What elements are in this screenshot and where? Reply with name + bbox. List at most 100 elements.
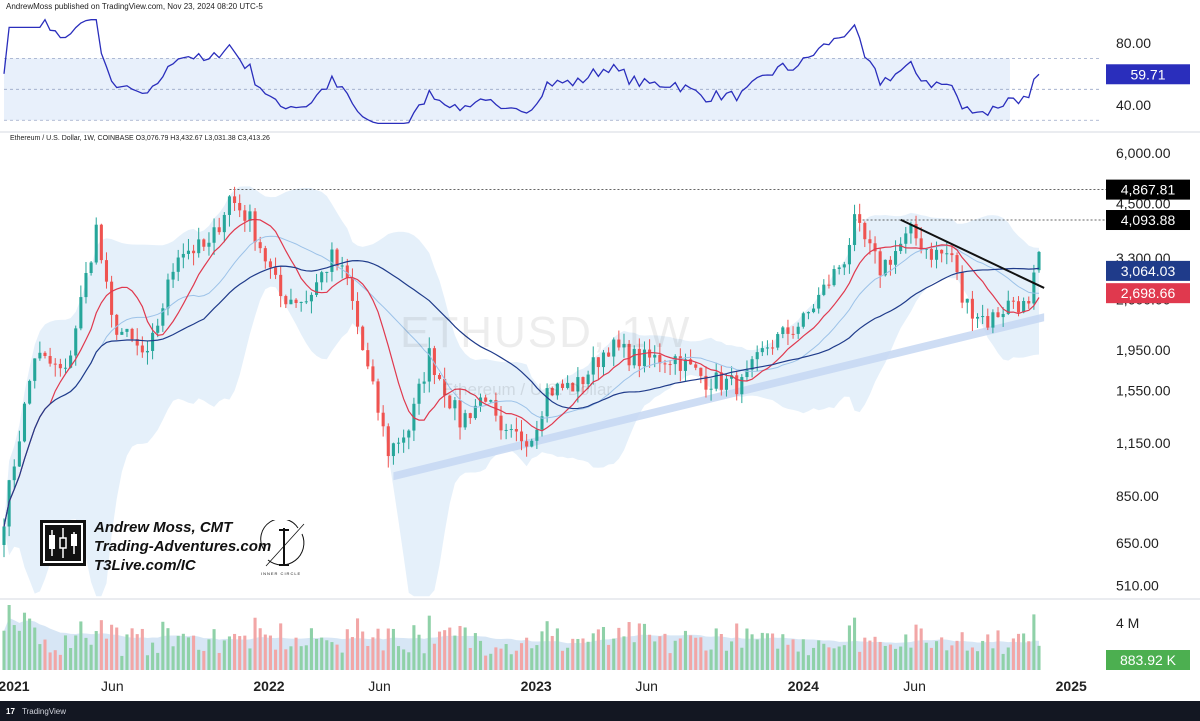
volume-bar <box>858 651 862 670</box>
candle-body <box>878 251 882 276</box>
candle-body <box>612 339 616 357</box>
volume-bar <box>863 637 867 670</box>
volume-bar <box>120 655 124 670</box>
candle-body <box>494 400 498 416</box>
volume-bar <box>371 637 375 670</box>
volume-bar <box>1011 638 1015 670</box>
candle-body <box>730 375 734 379</box>
volume-bar <box>432 643 436 670</box>
volume-bar <box>84 637 88 670</box>
volume-bar <box>1037 645 1041 670</box>
volume-bar <box>238 636 242 670</box>
volume-bar <box>17 630 21 670</box>
volume-bar <box>745 628 749 670</box>
volume-bar <box>771 633 775 670</box>
candle-body <box>1022 301 1026 313</box>
candle-body <box>289 299 293 305</box>
volume-bar <box>258 628 262 670</box>
volume-bar <box>914 624 918 670</box>
candle-body <box>458 400 462 428</box>
candle-body <box>53 363 57 365</box>
candle-body <box>853 214 857 245</box>
volume-bar <box>7 605 11 670</box>
volume-bar <box>94 631 98 670</box>
candle-body <box>166 279 170 309</box>
price-label-box <box>1106 260 1190 281</box>
candlestick-logo-icon <box>40 520 86 566</box>
volume-bar <box>110 624 114 670</box>
candle-body <box>238 202 242 211</box>
volume-bar <box>740 647 744 670</box>
volume-bar <box>1016 633 1021 670</box>
candle-body <box>499 415 503 431</box>
volume-bar <box>827 647 831 670</box>
volume-bar <box>724 650 728 670</box>
rsi-tick-label: 80.00 <box>1116 35 1151 51</box>
candle-body <box>12 466 16 481</box>
candle-body <box>181 253 185 258</box>
volume-bar <box>99 620 103 670</box>
candle-body <box>407 430 411 438</box>
volume-value-label: 883.92 K <box>1120 652 1177 668</box>
volume-bar <box>873 636 877 670</box>
volume-bar <box>765 633 769 670</box>
candle-body <box>2 526 6 545</box>
volume-bar <box>156 652 160 670</box>
volume-bar <box>289 646 293 670</box>
candle-body <box>658 354 662 364</box>
volume-bar <box>627 622 631 670</box>
candle-body <box>863 222 867 240</box>
volume-bar <box>489 653 493 670</box>
volume-bar <box>735 623 739 670</box>
volume-bar <box>955 640 959 670</box>
candle-body <box>504 429 508 431</box>
candle-body <box>888 259 892 265</box>
volume-bar <box>309 628 313 670</box>
candle-body <box>197 239 201 254</box>
volume-bar <box>299 646 303 670</box>
candle-body <box>69 355 73 368</box>
volume-bar <box>1006 647 1010 670</box>
candle-body <box>22 403 27 442</box>
volume-bar <box>504 644 508 670</box>
volume-bar <box>176 635 180 670</box>
volume-bar <box>899 646 903 670</box>
candle-body <box>217 227 221 233</box>
volume-bar <box>525 637 529 670</box>
candle-body <box>847 244 851 265</box>
volume-bar <box>1001 653 1005 670</box>
candle-body <box>402 437 406 443</box>
candle-body <box>156 325 160 333</box>
candle-body <box>837 267 841 270</box>
volume-bar <box>868 640 872 670</box>
candle-body <box>74 328 78 356</box>
volume-bar <box>965 650 969 670</box>
candle-body <box>325 271 329 273</box>
candle-body <box>530 440 534 447</box>
candle-body <box>366 350 370 367</box>
volume-bar <box>284 649 288 670</box>
volume-bar <box>1027 641 1031 670</box>
volume-bar <box>53 650 57 670</box>
candle-body <box>63 367 68 369</box>
candle-body <box>571 382 575 392</box>
candle-body <box>28 380 32 404</box>
candle-body <box>560 383 565 388</box>
candle-body <box>673 356 677 365</box>
candle-body <box>94 224 98 263</box>
candle-body <box>960 272 964 303</box>
candle-body <box>704 375 708 390</box>
candle-body <box>176 257 180 272</box>
volume-bar <box>48 652 52 670</box>
rsi-value-label-box <box>1106 64 1190 85</box>
time-tick-label: Jun <box>635 678 658 694</box>
candle-body <box>781 327 785 335</box>
rsi-line <box>3 18 1040 125</box>
volume-bar <box>519 643 524 670</box>
volume-bar <box>612 638 616 670</box>
candle-body <box>550 388 554 396</box>
volume-bar <box>888 644 892 670</box>
candle-body <box>171 271 175 280</box>
candle-body <box>468 413 472 419</box>
candle-body <box>222 214 226 233</box>
